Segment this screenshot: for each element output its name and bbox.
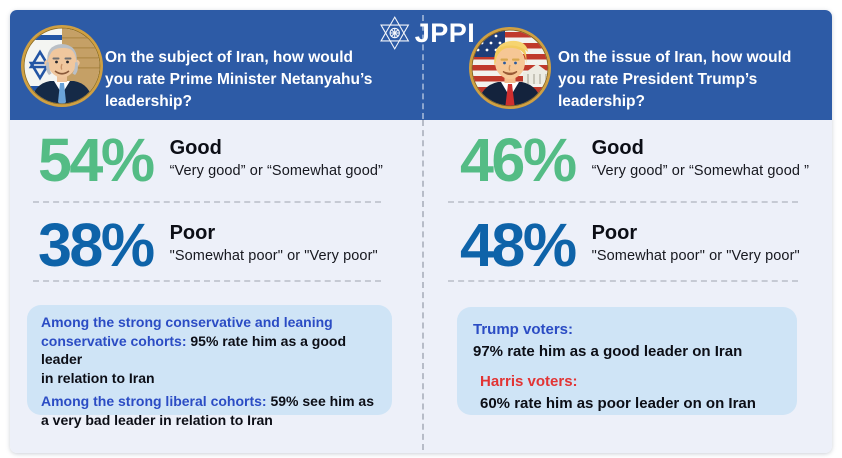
banner-dashed-divider: [422, 15, 424, 119]
trump-panel: 46% Good “Very good” or “Somewhat good ”…: [424, 120, 832, 453]
question-line: On the issue of Iran, how would: [558, 49, 792, 66]
good-detail: “Very good” or “Somewhat good”: [169, 163, 383, 179]
poor-percentage: 38%: [38, 211, 155, 279]
dashed-separator: [33, 280, 381, 282]
trump-voters-text: 97% rate him as a good leader on Iran: [473, 343, 743, 360]
jppi-logo: JPPI: [377, 15, 476, 51]
callout-lead: Among the strong conservative and leanin…: [41, 314, 333, 330]
question-line: you rate Prime Minister Netanyahu’s: [105, 71, 373, 88]
question-line: leadership?: [558, 93, 645, 110]
netanyahu-poor-stat: 38% Poor "Somewhat poor" or "Very poor": [38, 211, 422, 280]
jppi-logo-text: JPPI: [414, 17, 476, 48]
netanyahu-portrait-icon: [21, 25, 103, 107]
callout-text: 95% rate him as a good leader: [41, 332, 346, 368]
content-dashed-divider: [422, 120, 424, 450]
good-label: Good: [591, 137, 644, 159]
dashed-separator: [448, 280, 798, 282]
callout-text: in relation to Iran: [41, 369, 155, 386]
netanyahu-avatar: [20, 24, 104, 108]
callout-text: a very bad leader in relation to Iran: [41, 411, 273, 428]
good-label: Good: [169, 137, 222, 159]
header-banner: On the subject of Iran, how would you ra…: [10, 10, 832, 120]
poor-detail: "Somewhat poor" or "Very poor": [591, 248, 800, 264]
callout-line: Among the strong liberal cohorts: 59% se…: [41, 392, 378, 411]
good-percentage: 46%: [460, 126, 577, 194]
harris-voters-text: 60% rate him as poor leader on on Iran: [480, 395, 756, 412]
dashed-separator: [33, 201, 381, 203]
callout-line: a very bad leader in relation to Iran: [41, 411, 378, 430]
callout-line: conservative cohorts: 95% rate him as a …: [41, 332, 378, 369]
callout-line: Among the strong conservative and leanin…: [41, 313, 378, 332]
callout-text: 59% see him as: [266, 393, 374, 409]
netanyahu-good-stat: 54% Good “Very good” or “Somewhat good”: [38, 126, 422, 201]
dashed-separator: [448, 201, 798, 203]
poor-label: Poor: [169, 222, 216, 244]
callout-lead: Among the strong liberal cohorts:: [41, 393, 267, 409]
poor-percentage: 48%: [460, 211, 577, 279]
question-line: you rate President Trump’s: [558, 71, 758, 88]
question-line: leadership?: [105, 93, 192, 110]
poor-detail: "Somewhat poor" or "Very poor": [169, 248, 378, 264]
infographic-card: On the subject of Iran, how would you ra…: [10, 10, 832, 453]
netanyahu-question: On the subject of Iran, how would you ra…: [105, 47, 372, 113]
star-of-david-icon: [380, 16, 410, 50]
callout-lead: conservative cohorts:: [41, 332, 187, 349]
question-line: On the subject of Iran, how would: [105, 49, 353, 66]
callout-line: in relation to Iran: [41, 369, 378, 388]
trump-avatar: [468, 26, 552, 110]
good-detail: “Very good” or “Somewhat good ”: [591, 163, 810, 179]
poor-label: Poor: [591, 222, 638, 244]
trump-question: On the issue of Iran, how would you rate…: [558, 47, 791, 113]
trump-voters-callout: Trump voters: 97% rate him as a good lea…: [457, 307, 797, 415]
good-percentage: 54%: [38, 126, 155, 194]
harris-voters-label: Harris voters:: [480, 373, 578, 390]
netanyahu-cohorts-callout: Among the strong conservative and leanin…: [27, 305, 392, 428]
trump-portrait-icon: [469, 27, 551, 109]
trump-voters-label: Trump voters:: [473, 321, 574, 338]
netanyahu-panel: 54% Good “Very good” or “Somewhat good” …: [10, 120, 422, 453]
trump-good-stat: 46% Good “Very good” or “Somewhat good ”: [460, 126, 832, 201]
trump-poor-stat: 48% Poor "Somewhat poor" or "Very poor": [460, 211, 832, 280]
